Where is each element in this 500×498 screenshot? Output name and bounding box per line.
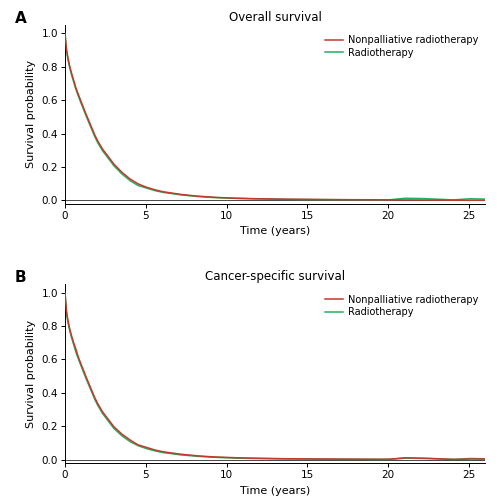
X-axis label: Time (years): Time (years) (240, 226, 310, 236)
Text: A: A (14, 10, 26, 25)
Y-axis label: Survival probability: Survival probability (26, 320, 36, 428)
Title: Overall survival: Overall survival (228, 11, 322, 24)
Text: B: B (14, 270, 26, 285)
Legend: Nonpalliative radiotherapy, Radiotherapy: Nonpalliative radiotherapy, Radiotherapy (324, 293, 480, 319)
X-axis label: Time (years): Time (years) (240, 486, 310, 496)
Legend: Nonpalliative radiotherapy, Radiotherapy: Nonpalliative radiotherapy, Radiotherapy (324, 33, 480, 60)
Y-axis label: Survival probability: Survival probability (26, 60, 36, 168)
Title: Cancer-specific survival: Cancer-specific survival (205, 270, 345, 283)
